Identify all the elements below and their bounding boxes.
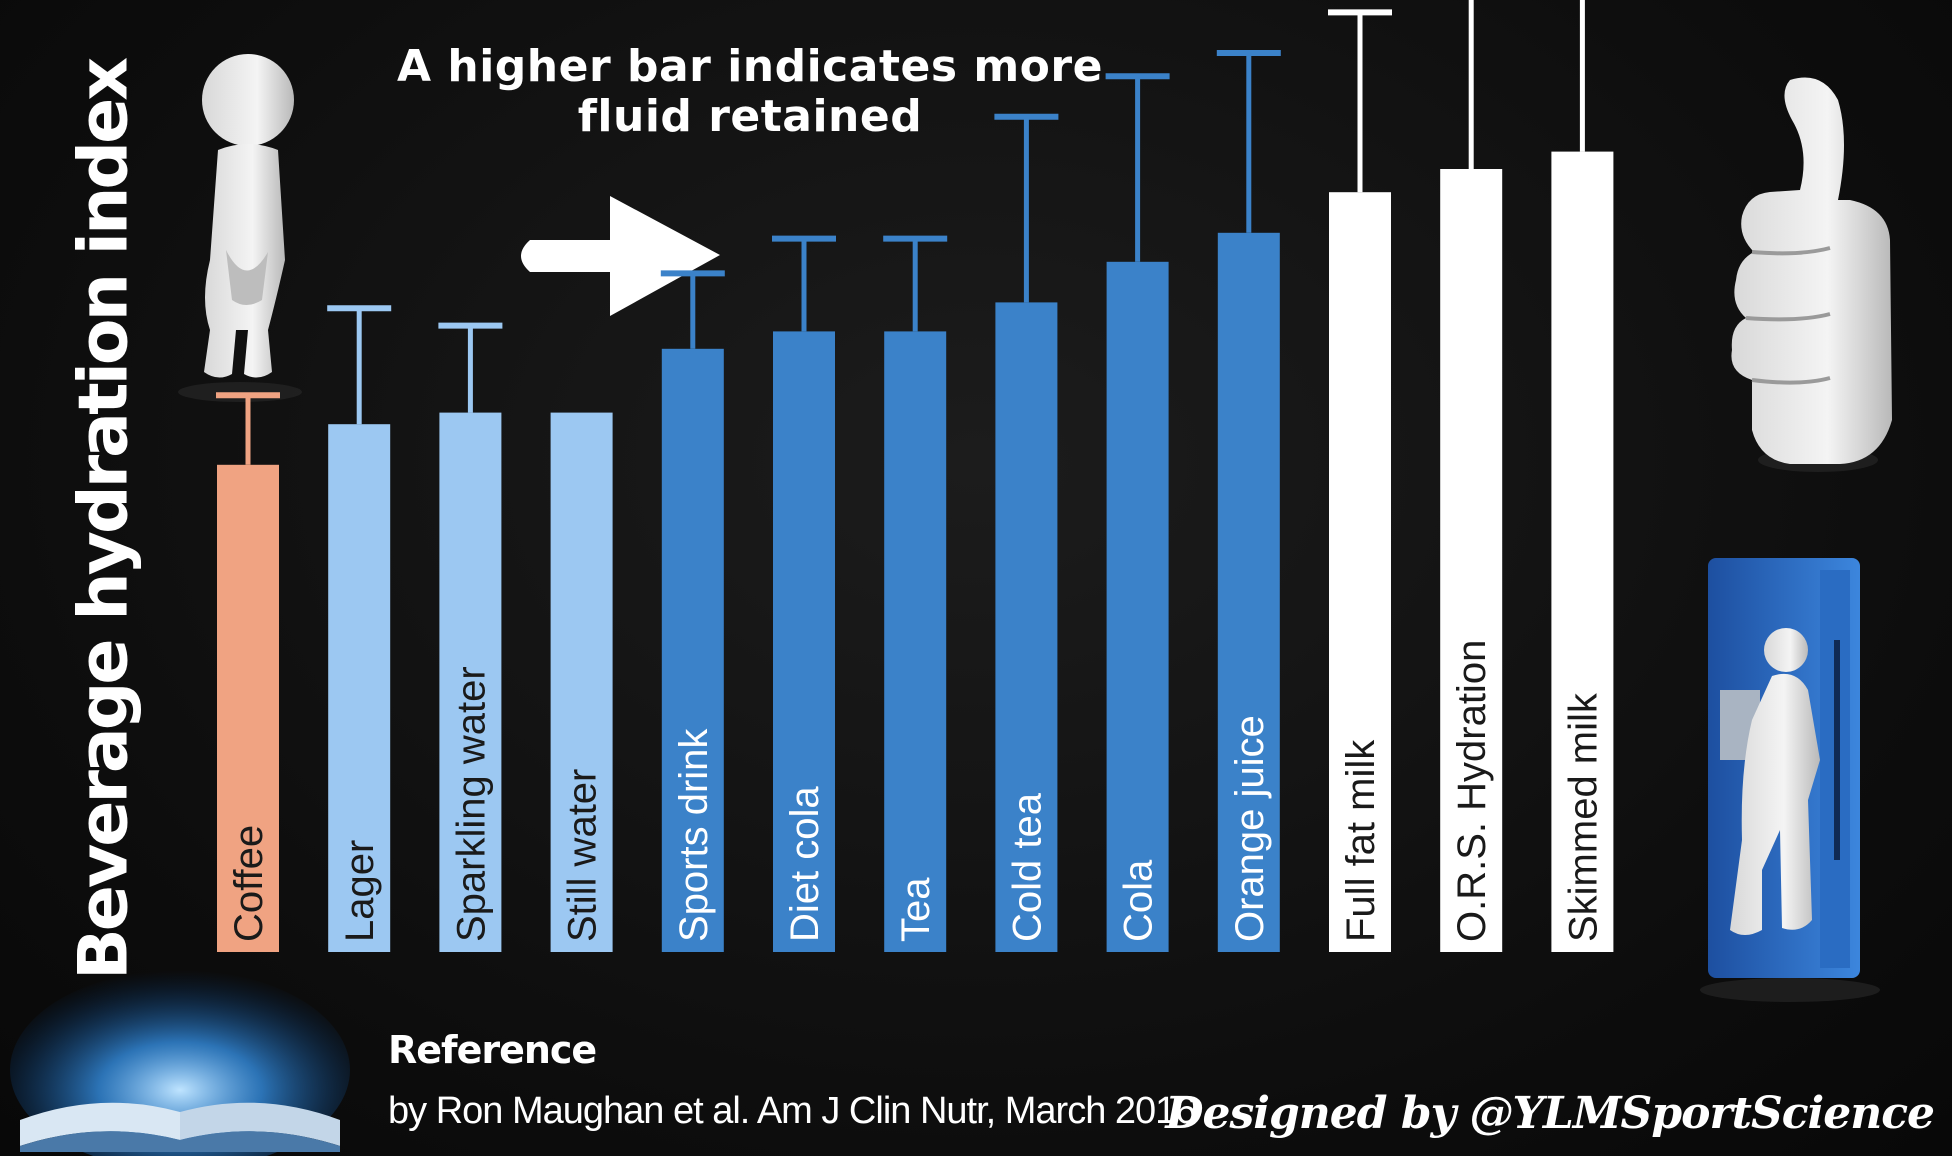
bar-9 [1217,232,1280,953]
bar-4 [661,348,724,952]
bar-label-8: Cola [1117,859,1161,942]
bar-label-5: Diet cola [783,786,827,942]
figure-waiting-icon [178,54,302,402]
reference-citation: by Ron Maughan et al. Am J Clin Nutr, Ma… [388,1090,1196,1132]
bar-label-9: Orange juice [1228,715,1272,942]
bar-label-7: Cold tea [1005,792,1049,942]
bar-label-12: Skimmed milk [1561,692,1605,942]
bars-layer: Coffee Lager Sparkling water Still water Spo… [216,0,1614,953]
designer-credit: Designed by @YLMSportScience [1165,1088,1935,1139]
bar-label-10: Full fat milk [1339,739,1383,942]
bar-12 [1551,151,1614,953]
bar-1 [328,424,391,952]
bar-label-1: Lager [338,840,382,942]
bar-7 [995,302,1058,952]
bar-label-3: Still water [561,769,605,942]
fridge-figure-icon [1700,558,1880,1002]
bar-label-6: Tea [894,877,938,942]
chart-title: A higher bar indicates more fluid retain… [397,41,1103,142]
bar-5 [773,331,835,952]
bar-2 [439,412,502,953]
thumbs-up-icon [1731,77,1892,472]
bar-label-0: Coffee [227,825,271,942]
bar-3 [550,412,613,953]
bar-6 [884,331,947,952]
bar-0 [217,464,279,952]
bar-10 [1329,192,1391,952]
bar-label-2: Sparkling water [449,666,493,942]
open-book-icon [10,970,350,1156]
bar-8 [1106,261,1169,952]
arrow-right-icon [521,196,720,316]
bar-11 [1440,169,1503,952]
bar-label-11: O.R.S. Hydration [1450,640,1494,942]
reference-heading: Reference [388,1028,597,1072]
bar-label-4: Sports drink [672,728,716,942]
